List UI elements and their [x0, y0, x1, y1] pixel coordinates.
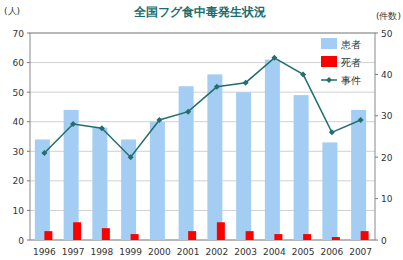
y-tick-label: 50 — [13, 88, 25, 98]
bar — [217, 222, 225, 240]
bar — [102, 228, 110, 240]
bar — [35, 139, 50, 240]
marks — [35, 55, 369, 240]
marker — [99, 125, 105, 131]
x-tick-label: 2006 — [320, 247, 343, 257]
marker — [185, 109, 191, 115]
legend: 患者死者事件 — [321, 38, 361, 86]
y-tick-label: 20 — [13, 176, 25, 186]
bar — [303, 234, 311, 240]
y-tick-label: 30 — [13, 147, 25, 157]
bar — [150, 122, 165, 240]
grid-line — [30, 121, 375, 122]
bar — [236, 92, 251, 240]
bar — [131, 234, 139, 240]
title: 全国フグ食中毒発生状況 — [133, 5, 266, 19]
y-tick-label: 40 — [13, 117, 25, 127]
y2-tick-label: 50 — [381, 29, 393, 39]
bar — [64, 110, 79, 240]
marker — [271, 55, 277, 61]
chart: 全国フグ食中毒発生状況 (人) (件数) 0 10 20 30 40 50 60 70 0 10 20 30… — [0, 0, 403, 260]
y2-tick-label: 20 — [381, 153, 393, 163]
bar — [265, 60, 280, 240]
legend-label: 事件 — [341, 75, 361, 86]
y-tick-label: 10 — [13, 206, 25, 216]
legend-swatch — [321, 38, 337, 49]
y2-tick-label: 40 — [381, 70, 393, 80]
y2-tick-label: 30 — [381, 111, 393, 121]
y-label: (人) — [4, 6, 20, 16]
bar — [294, 95, 309, 240]
bar — [92, 128, 107, 240]
x-tick-label: 1997 — [62, 247, 85, 257]
legend-swatch — [321, 56, 337, 67]
marker — [128, 154, 134, 160]
grid-line — [30, 92, 375, 93]
x-tick-label: 1998 — [90, 247, 113, 257]
y2-tick-label: 0 — [381, 236, 387, 246]
marker — [300, 71, 306, 77]
bar — [322, 142, 337, 240]
plot-frame — [30, 33, 375, 240]
y2-label: (件数) — [376, 11, 401, 21]
marker — [329, 129, 335, 135]
x-tick-label: 1996 — [33, 247, 56, 257]
legend-swatch — [326, 77, 332, 83]
y-tick-label: 60 — [13, 58, 25, 68]
marker — [243, 80, 249, 86]
bar — [159, 240, 167, 241]
y-tick-label: 70 — [13, 29, 25, 39]
x-tick-label: 2004 — [263, 247, 286, 257]
line — [44, 58, 360, 157]
bar — [207, 74, 222, 240]
marker — [70, 121, 76, 127]
x-tick-label: 2007 — [349, 247, 372, 257]
bar — [73, 222, 81, 240]
bar — [361, 231, 369, 240]
bar — [44, 231, 52, 240]
bar — [246, 231, 254, 240]
legend-label: 死者 — [341, 57, 361, 68]
x-tick-label: 2000 — [148, 247, 171, 257]
legend-label: 患者 — [340, 39, 361, 50]
bar — [332, 237, 340, 240]
marker — [358, 117, 364, 123]
bar — [274, 234, 282, 240]
y2-tick-label: 10 — [381, 194, 393, 204]
x-tick-label: 2001 — [177, 247, 200, 257]
x-tick-label: 2003 — [234, 247, 257, 257]
bar — [188, 231, 196, 240]
x-tick-label: 1999 — [119, 247, 142, 257]
marker — [214, 84, 220, 90]
bar — [351, 110, 366, 240]
x-tick-label: 2005 — [292, 247, 315, 257]
marker — [156, 117, 162, 123]
marker — [41, 150, 47, 156]
y-tick-label: 0 — [18, 236, 24, 246]
x-tick-label: 2002 — [205, 247, 228, 257]
